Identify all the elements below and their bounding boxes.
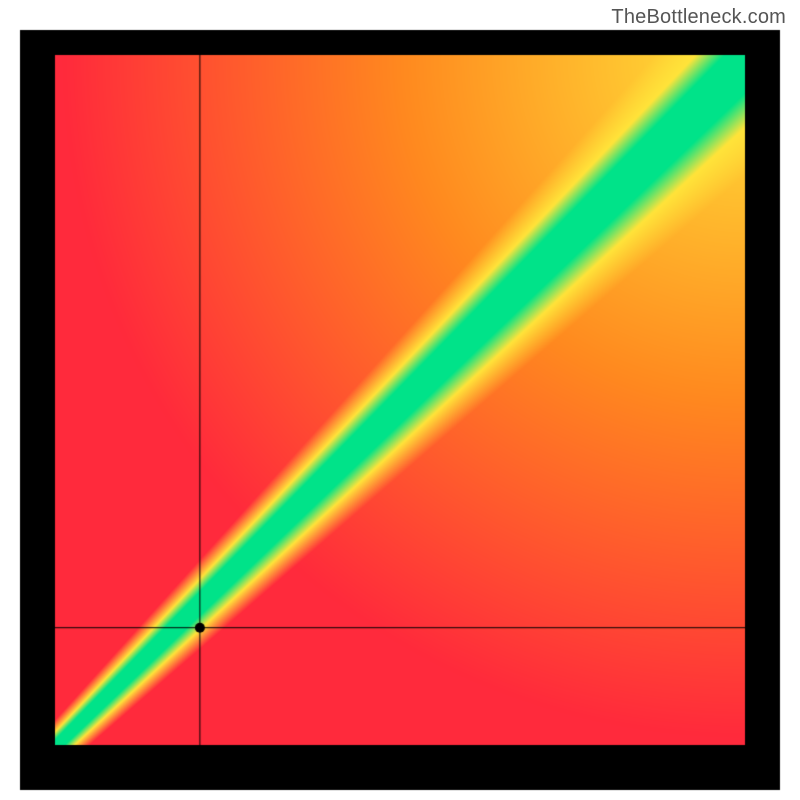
bottleneck-heatmap-canvas: [0, 0, 800, 800]
chart-container: TheBottleneck.com: [0, 0, 800, 800]
watermark-text: TheBottleneck.com: [611, 6, 786, 29]
